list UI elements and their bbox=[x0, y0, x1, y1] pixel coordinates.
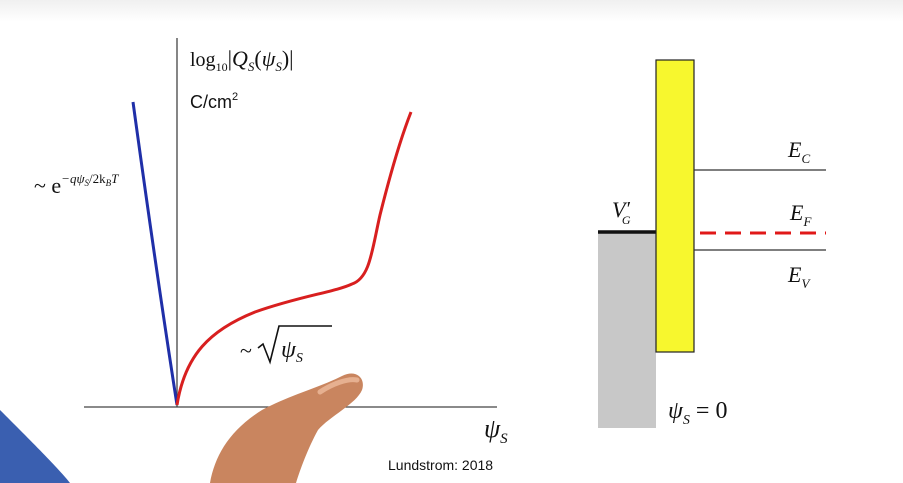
band-diagram: V′G EC EF EV ψS = 0 bbox=[598, 59, 826, 428]
top-shading bbox=[0, 0, 903, 22]
gate-metal bbox=[598, 232, 656, 428]
ef-label: EF bbox=[789, 200, 812, 229]
sqrt-symbol bbox=[257, 325, 332, 365]
ev-label: EV bbox=[787, 262, 811, 291]
depletion-curve bbox=[175, 111, 413, 406]
presenter-hand-image bbox=[0, 373, 363, 483]
credit-text: Lundstrom: 2018 bbox=[388, 457, 493, 473]
y-axis-units: C/cm2 bbox=[190, 91, 238, 112]
y-axis-label: log10|QS(ψS)| bbox=[190, 46, 294, 74]
x-axis-label: ψS bbox=[484, 414, 508, 447]
ec-label: EC bbox=[787, 137, 810, 166]
svg-text:ψS: ψS bbox=[281, 337, 303, 366]
oxide-layer bbox=[655, 59, 695, 353]
qs-vs-psis-plot: log10|QS(ψS)| C/cm2 ψS ~ e−qψS/2kBT ~ ψS bbox=[34, 38, 508, 447]
accumulation-annotation: ~ e−qψS/2kBT bbox=[34, 171, 119, 198]
accumulation-curve bbox=[131, 101, 179, 406]
gate-voltage-label: V′G bbox=[612, 197, 631, 227]
depletion-annotation: ~ ψS bbox=[240, 325, 332, 366]
svg-text:~: ~ bbox=[240, 338, 252, 363]
flat-band-condition: ψS = 0 bbox=[668, 398, 727, 428]
